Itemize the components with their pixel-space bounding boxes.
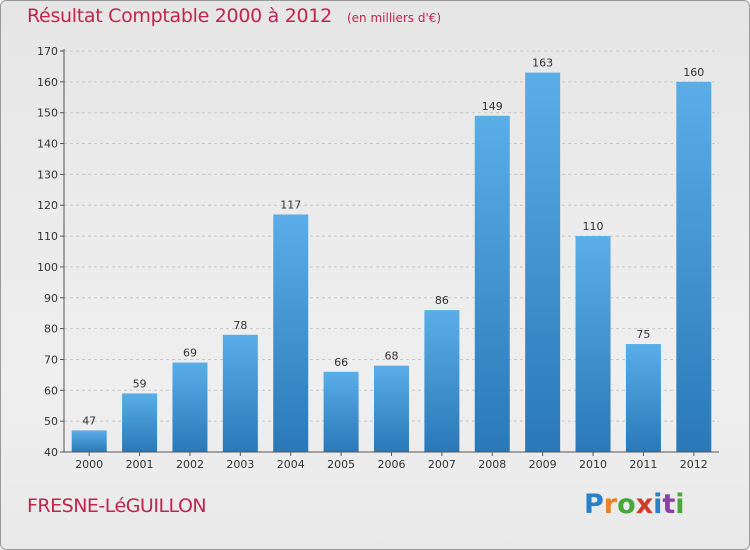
y-tick-label: 140 — [37, 138, 58, 151]
y-tick-label: 90 — [44, 292, 58, 305]
x-tick-label-2009: 2009 — [529, 458, 557, 471]
bar-layer — [71, 72, 712, 453]
y-tick-label: 80 — [44, 323, 58, 336]
bar-chart: 47 59 69 78 117 66 68 86 149 163 110 75 160 40 50 60 70… — [37, 45, 719, 471]
y-tick-label: 60 — [44, 384, 58, 397]
x-tick-label-2004: 2004 — [277, 458, 305, 471]
x-tick-label-2001: 2001 — [126, 458, 154, 471]
x-tick-label-2012: 2012 — [680, 458, 708, 471]
data-label-2007: 86 — [435, 294, 449, 307]
data-label-2003: 78 — [233, 319, 247, 332]
logo-letter: P — [584, 489, 604, 520]
bar-2012 — [676, 81, 712, 452]
y-tick-label: 100 — [37, 261, 58, 274]
bar-2007 — [424, 310, 460, 452]
axis-layer: 40 50 60 70 80 90 100 110 120 130 140 150 160 170 2000… — [37, 45, 719, 471]
logo-letter: r — [603, 489, 618, 520]
logo-letter: i — [675, 489, 685, 520]
data-label-2000: 47 — [82, 414, 96, 427]
bar-2003 — [222, 334, 258, 452]
y-tick-label: 110 — [37, 230, 58, 243]
bar-2010 — [575, 236, 611, 452]
x-tick-label-2010: 2010 — [579, 458, 607, 471]
logo-letter: x — [635, 489, 654, 520]
x-tick-label-2006: 2006 — [378, 458, 406, 471]
y-tick-label: 70 — [44, 353, 58, 366]
x-tick-label-2005: 2005 — [327, 458, 355, 471]
bar-2002 — [172, 362, 208, 452]
title-row: Résultat Comptable 2000 à 2012 (en milli… — [27, 5, 441, 27]
chart-subtitle: (en milliers d'€) — [346, 11, 442, 25]
y-tick-label: 50 — [44, 415, 58, 428]
data-label-2002: 69 — [183, 347, 197, 360]
x-tick-label-2003: 2003 — [226, 458, 254, 471]
data-label-2012: 160 — [683, 66, 704, 79]
x-tick-label-2011: 2011 — [629, 458, 657, 471]
logo-letter: i — [653, 489, 663, 520]
bar-2001 — [122, 393, 158, 452]
commune-name: FRESNE-LéGUILLON — [27, 495, 207, 517]
bar-2009 — [525, 72, 561, 452]
data-label-2004: 117 — [280, 198, 301, 211]
chart-title: Résultat Comptable 2000 à 2012 — [27, 5, 332, 27]
x-tick-label-2000: 2000 — [75, 458, 103, 471]
x-tick-label-2002: 2002 — [176, 458, 204, 471]
x-tick-label-2007: 2007 — [428, 458, 456, 471]
data-label-2005: 66 — [334, 356, 348, 369]
bar-2004 — [273, 214, 309, 452]
bar-2005 — [323, 371, 359, 452]
data-label-2008: 149 — [482, 100, 503, 113]
x-tick-label-2008: 2008 — [478, 458, 506, 471]
bar-2000 — [71, 430, 107, 452]
logo-letter: o — [617, 489, 636, 520]
data-label-2010: 110 — [583, 220, 604, 233]
bar-2006 — [374, 365, 409, 452]
label-layer: 47 59 69 78 117 66 68 86 149 163 110 75 160 — [82, 57, 704, 428]
logo-letter: t — [662, 489, 676, 520]
y-tick-label: 150 — [37, 107, 58, 120]
y-tick-label: 170 — [37, 45, 58, 58]
y-tick-label: 120 — [37, 199, 58, 212]
data-label-2001: 59 — [133, 377, 147, 390]
y-tick-label: 160 — [37, 76, 58, 89]
data-label-2011: 75 — [636, 328, 650, 341]
bar-2011 — [625, 344, 661, 452]
data-label-2009: 163 — [532, 57, 553, 70]
y-tick-label: 40 — [44, 446, 58, 459]
y-tick-label: 130 — [37, 168, 58, 181]
bar-2008 — [474, 115, 510, 453]
proxiti-logo: Proxiti — [584, 489, 685, 520]
data-label-2006: 68 — [385, 350, 399, 363]
